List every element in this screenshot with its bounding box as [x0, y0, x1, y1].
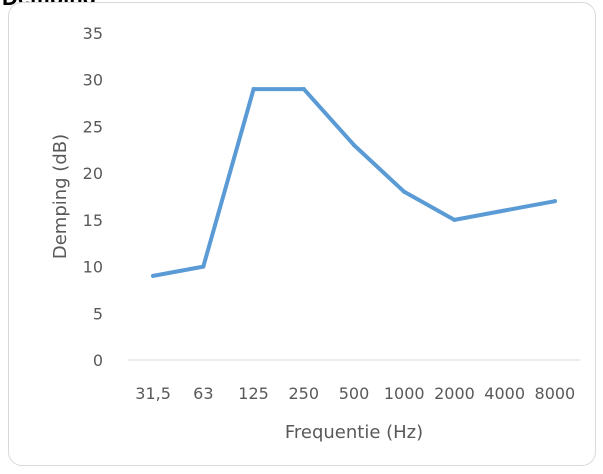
x-axis-label: Frequentie (Hz): [285, 422, 423, 443]
y-axis-ticks: 0 5 10 15 20 25 30 35: [83, 24, 103, 370]
x-tick-label: 31,5: [135, 384, 171, 403]
x-tick-label: 63: [193, 384, 213, 403]
data-point: [552, 199, 557, 204]
x-tick-label: 8000: [535, 384, 576, 403]
y-tick-label: 0: [93, 351, 103, 370]
x-axis-ticks: 31,5 63 125 250 500 1000 2000 4000 8000: [135, 384, 575, 403]
y-tick-label: 35: [83, 24, 103, 43]
data-point: [352, 143, 356, 148]
data-point: [452, 217, 457, 222]
chart-frame: [8, 2, 596, 466]
x-tick-label: 2000: [434, 384, 475, 403]
data-point: [251, 87, 256, 92]
y-tick-label: 20: [83, 164, 103, 183]
x-tick-label: 125: [238, 384, 269, 403]
data-points: [151, 87, 557, 278]
x-tick-label: 4000: [484, 384, 525, 403]
x-tick-label: 500: [339, 384, 370, 403]
x-tick-label: 1000: [384, 384, 425, 403]
data-point: [151, 273, 156, 278]
y-tick-label: 30: [83, 71, 103, 90]
y-tick-label: 5: [93, 304, 103, 323]
y-axis-label: Demping (dB): [50, 134, 71, 259]
x-tick-label: 250: [289, 384, 320, 403]
y-tick-label: 25: [83, 117, 103, 136]
y-tick-label: 10: [83, 258, 103, 277]
series-line: [151, 87, 557, 278]
y-tick-label: 15: [83, 211, 103, 230]
data-point: [201, 264, 206, 269]
data-point: [402, 189, 407, 194]
data-point: [301, 87, 306, 92]
data-point: [502, 208, 507, 213]
